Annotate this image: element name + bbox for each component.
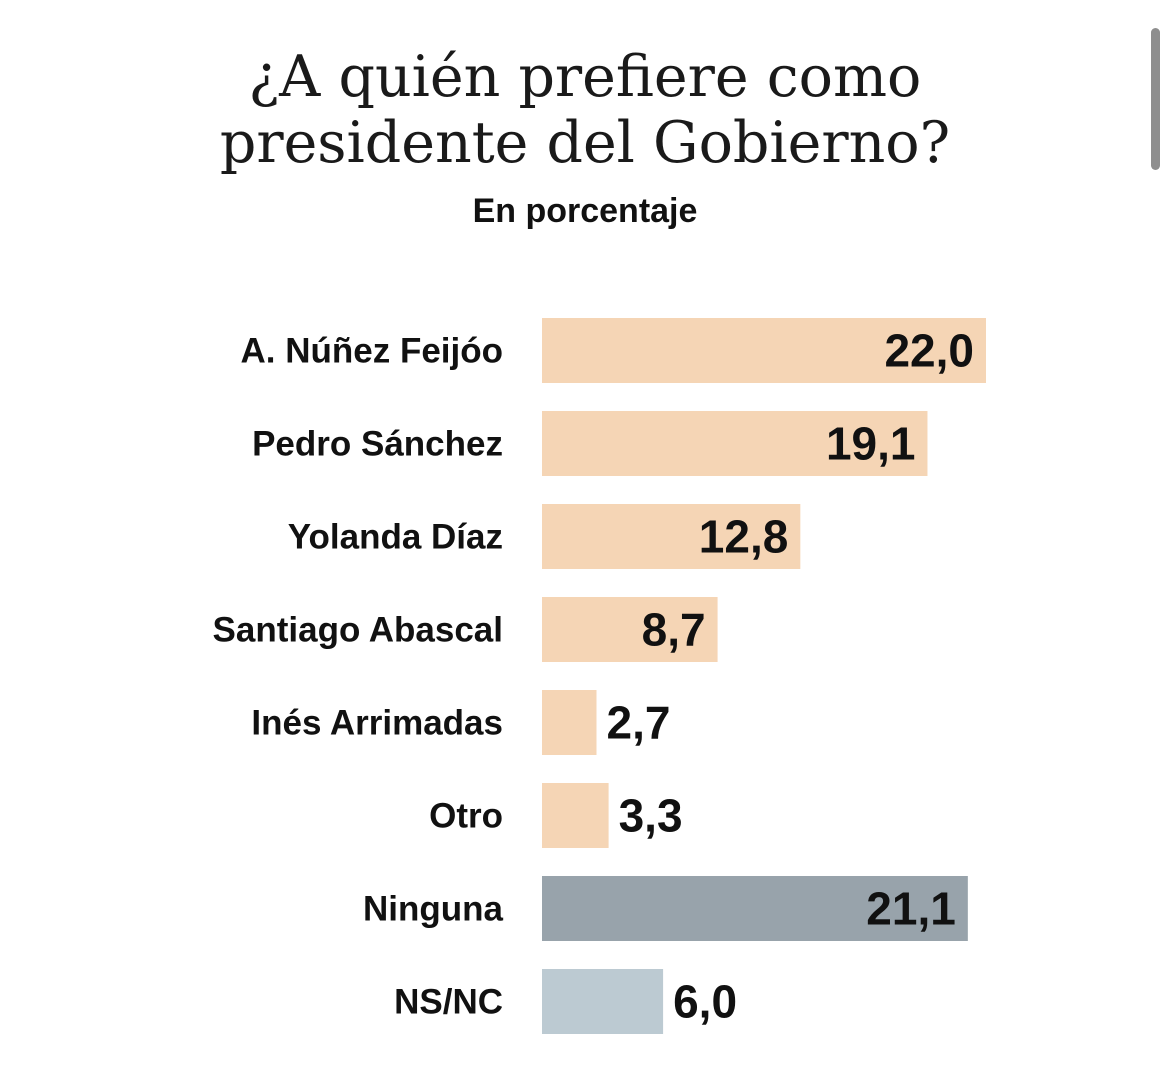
bar-group: A. Núñez Feijóo 22,0 [241, 318, 986, 383]
category-label: NS/NC [394, 983, 503, 1022]
chart-title-line-2: presidente del Gobierno? [219, 110, 951, 176]
bar [542, 783, 609, 848]
bar [542, 504, 801, 569]
chart-subtitle: En porcentaje [472, 192, 698, 230]
value-label: 8,7 [642, 604, 706, 656]
category-label: Otro [429, 797, 503, 836]
value-label: 3,3 [619, 790, 683, 842]
bar-group: Ninguna 21,1 [363, 876, 968, 941]
category-label: A. Núñez Feijóo [241, 332, 504, 371]
bar [542, 690, 597, 755]
value-label: 19,1 [826, 418, 916, 470]
value-label: 6,0 [673, 976, 737, 1028]
category-label: Santiago Abascal [213, 611, 503, 650]
scrollbar-thumb[interactable] [1151, 28, 1160, 170]
value-label: 2,7 [606, 697, 670, 749]
bar-group: Otro 3,3 [429, 783, 683, 848]
bar [542, 876, 968, 941]
chart-title: ¿A quién prefiere como presidente del Go… [0, 44, 1170, 176]
category-label: Yolanda Díaz [288, 518, 503, 557]
bar [542, 597, 718, 662]
value-label: 22,0 [884, 325, 974, 377]
bar [542, 318, 986, 383]
bar-group: NS/NC 6,0 [394, 969, 737, 1034]
category-label: Ninguna [363, 890, 504, 929]
category-label: Pedro Sánchez [252, 425, 503, 464]
bar-group: Santiago Abascal 8,7 [213, 597, 718, 662]
bar [542, 411, 928, 476]
value-label: 12,8 [699, 511, 789, 563]
bar-group: Yolanda Díaz 12,8 [288, 504, 801, 569]
value-label: 21,1 [866, 883, 956, 935]
chart-title-line-1: ¿A quién prefiere como [248, 44, 922, 110]
bar-group: Pedro Sánchez 19,1 [252, 411, 928, 476]
bar [542, 969, 664, 1034]
bar-group: Inés Arrimadas 2,7 [251, 690, 670, 755]
category-label: Inés Arrimadas [251, 704, 503, 743]
